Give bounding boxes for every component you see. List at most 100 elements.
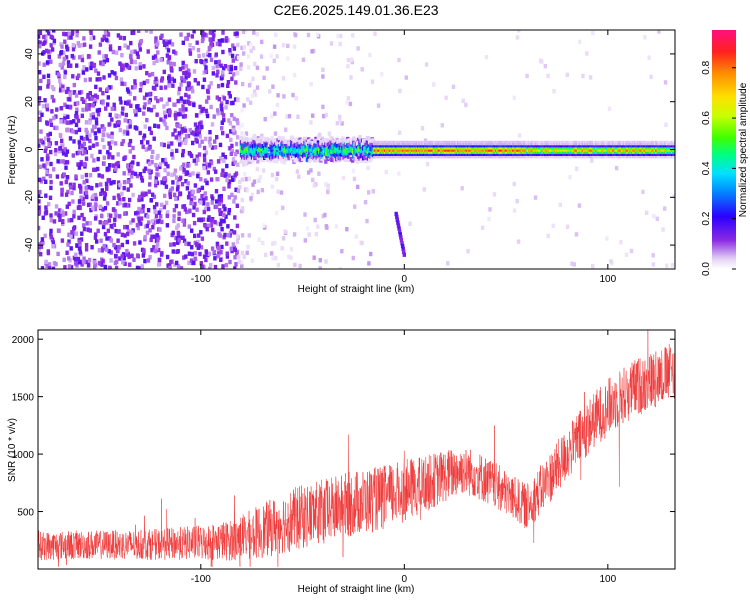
- spectrogram-cell-143: [52, 167, 56, 172]
- spectrogram-cell-1620: [78, 239, 82, 245]
- spectrogram-cell-580: [202, 158, 207, 163]
- spectrogram-cell-397: [145, 117, 149, 123]
- spectrogram-cell-1143: [40, 112, 44, 117]
- spectrogram-cell-1777: [262, 75, 266, 80]
- spectrogram-cell-1127: [232, 116, 236, 121]
- spectrogram-cell-339: [120, 53, 124, 58]
- spectrogram-cell-1429: [78, 242, 82, 247]
- spectrogram-cell-440: [137, 30, 141, 33]
- spectrogram-cell-985: [110, 134, 114, 140]
- spectrogram-cell-1413: [42, 34, 46, 40]
- spectrogram-cell-1198: [72, 214, 76, 219]
- spectrogram-cell-921: [205, 180, 209, 186]
- spectrogram-cell-638: [144, 30, 149, 33]
- spectrogram-cell-729: [58, 145, 62, 151]
- spectrogram-cell-841: [67, 256, 71, 261]
- spectrogram-cell-1091: [71, 43, 75, 48]
- spectrogram-cell-1684: [177, 131, 181, 136]
- spectrogram-cell-937: [111, 49, 116, 55]
- spectrogram-cell-513: [90, 61, 94, 66]
- spectrogram-cell-1945: [249, 196, 253, 201]
- spectrogram-cell-153: [187, 191, 192, 196]
- spectrogram-cell-1949: [360, 240, 364, 246]
- spectrogram-cell-1558: [44, 259, 48, 265]
- spectrogram-cell-1843: [275, 210, 279, 215]
- spectrogram-cell-1879: [325, 225, 329, 230]
- spectrogram-cell-1315: [112, 102, 116, 107]
- spectrogram-cell-2000: [647, 55, 651, 60]
- spectrogram-cell-2815: [343, 157, 347, 162]
- spectrogram-cell-1721: [338, 114, 342, 120]
- spectrogram-cell-275: [231, 58, 235, 63]
- spectrogram-cell-1210: [48, 131, 52, 137]
- spectrogram-cell-1588: [151, 149, 155, 155]
- spectrogram-cell-1074: [159, 214, 163, 219]
- spectrogram-cell-491: [97, 173, 101, 178]
- spectrogram-cell-931: [84, 190, 89, 195]
- spectrogram-cell-1957: [321, 74, 325, 79]
- spectrogram-cell-2870: [350, 158, 355, 163]
- spectrogram-cell-351: [178, 108, 182, 113]
- spectrogram-cell-1294: [204, 249, 209, 255]
- spectrogram-cell-213: [204, 58, 208, 63]
- spectrogram-cell-1337: [54, 261, 58, 267]
- spectrogram-cell-88: [172, 218, 176, 224]
- spectrogram-cell-4762: [395, 217, 399, 222]
- spectrogram-cell-85: [219, 194, 223, 199]
- spectrogram-cell-1676: [73, 257, 78, 262]
- spectrogram-cell-2104: [247, 157, 251, 163]
- spectrogram-cell-1218: [217, 197, 221, 202]
- spectrogram-cell-956: [198, 251, 202, 257]
- spectrogram-cell-1532: [173, 113, 177, 118]
- spectrogram-cell-124: [45, 121, 50, 126]
- spectrogram-cell-1986: [591, 30, 595, 36]
- spectrogram-cell-1784: [338, 33, 343, 39]
- spectrogram-cell-233: [52, 30, 56, 33]
- spectrogram-cell-2365: [282, 160, 286, 165]
- spectrogram-cell-70: [83, 147, 87, 152]
- spectrogram-cell-1602: [233, 195, 237, 200]
- spectrogram-cell-1565: [96, 166, 100, 172]
- spectrogram-cell-1482: [107, 85, 112, 90]
- spectrogram-cell-116: [209, 177, 214, 182]
- spectrogram-cell-745: [38, 61, 41, 66]
- spectrogram-cell-4763: [396, 220, 400, 225]
- spectrogram-cell-1367: [61, 159, 65, 164]
- spectrogram-cell-79: [94, 117, 99, 122]
- spectrogram-cell-1871: [244, 161, 248, 167]
- spectrogram-cell-1738: [274, 32, 278, 37]
- spectrogram-cell-1028: [190, 228, 194, 233]
- spectrogram-cell-1414: [105, 236, 109, 241]
- spectrogram-cell-303: [163, 167, 167, 173]
- spectrogram-cell-627: [181, 149, 185, 154]
- spectrogram-cell-184: [78, 145, 82, 150]
- spectrogram-cell-1034: [92, 158, 96, 163]
- spectrogram-cell-268: [172, 61, 176, 67]
- spectrogram-cell-1345: [91, 115, 96, 120]
- spectrogram-cell-1273: [133, 171, 138, 177]
- spectrogram-cell-1004: [99, 261, 104, 266]
- spectrogram-cell-1298: [196, 47, 201, 53]
- spectrogram-cell-1561: [82, 141, 86, 147]
- x-tick-label: 0: [402, 574, 408, 585]
- spectrogram-cell-1437: [147, 168, 151, 174]
- spectrogram-cell-1173: [223, 206, 227, 212]
- spectrogram-cell-674: [113, 217, 117, 222]
- spectrogram-cell-944: [209, 57, 214, 63]
- spectrogram-cell-775: [184, 70, 188, 76]
- spectrogram-cell-2006: [517, 30, 521, 33]
- spectrogram-cell-738: [69, 233, 73, 239]
- spectrogram-cell-2166: [254, 136, 258, 141]
- spectrogram-cell-1032: [222, 158, 226, 163]
- spectrogram-cell-1535: [222, 96, 227, 101]
- spectrogram-cell-608: [69, 265, 74, 269]
- spectrogram-cell-111: [116, 163, 121, 169]
- spectrogram-cell-1951: [283, 229, 287, 234]
- spectrogram-cell-802: [72, 90, 77, 95]
- spectrogram-cell-1386: [194, 59, 198, 64]
- spectrogram-cell-710: [120, 242, 125, 248]
- spectrogram-cell-129: [139, 221, 143, 226]
- spectrogram-cell-1622: [98, 77, 102, 82]
- spectrogram-cell-1341: [194, 113, 199, 118]
